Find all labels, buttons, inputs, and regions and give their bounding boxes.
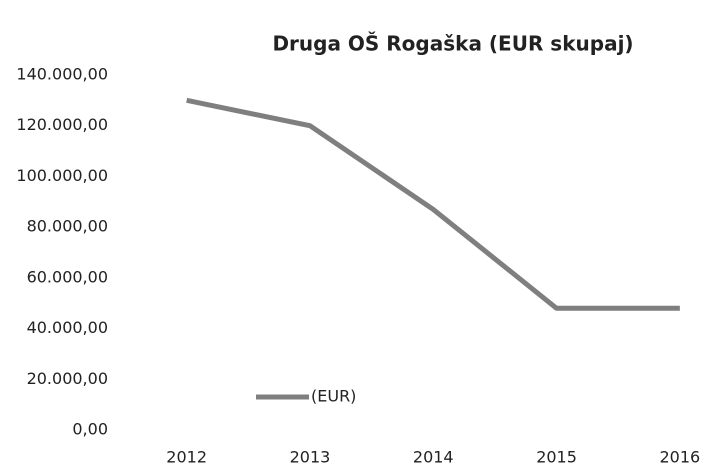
legend-label: (EUR) <box>311 387 356 406</box>
y-tick-label: 0,00 <box>72 420 108 439</box>
y-tick-label: 40.000,00 <box>27 318 108 337</box>
y-tick-label: 60.000,00 <box>27 267 108 286</box>
y-tick-label: 80.000,00 <box>27 217 108 236</box>
x-tick-label: 2015 <box>536 448 577 466</box>
y-tick-label: 100.000,00 <box>16 166 108 185</box>
data-line <box>186 97 680 311</box>
y-tick-label: 140.000,00 <box>16 65 108 84</box>
x-tick-label: 2013 <box>290 448 331 466</box>
x-tick-label: 2014 <box>413 448 454 466</box>
chart-title: Druga OŠ Rogaška (EUR skupaj) <box>272 32 633 56</box>
x-tick-label: 2012 <box>166 448 207 466</box>
x-tick-label: 2016 <box>659 448 700 466</box>
y-tick-label: 120.000,00 <box>16 115 108 134</box>
y-tick-label: 20.000,00 <box>27 369 108 388</box>
